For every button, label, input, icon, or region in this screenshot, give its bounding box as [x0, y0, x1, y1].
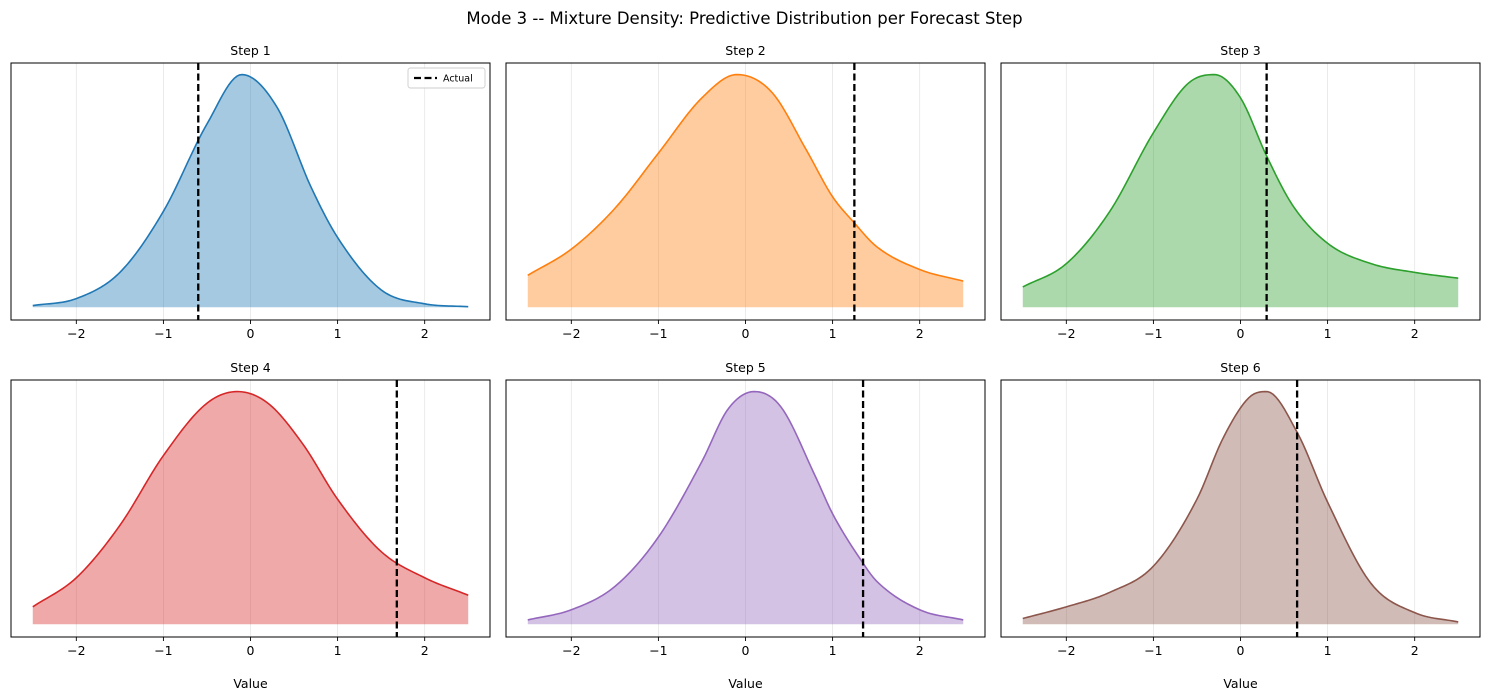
x-tick-label: 2	[1411, 643, 1419, 658]
x-tick-label: 2	[916, 643, 924, 658]
density-fill-step-3	[1022, 74, 1459, 308]
x-axis-label: Value	[1223, 676, 1258, 691]
x-tick-label: 1	[829, 643, 837, 658]
density-fill-step-6	[1022, 391, 1459, 625]
legend-box	[407, 67, 486, 89]
density-curve-step-2	[527, 73, 964, 282]
x-tick-label: 1	[334, 643, 342, 658]
density-fill-step-4	[32, 391, 469, 625]
figure-suptitle: Mode 3 -- Mixture Density: Predictive Di…	[466, 9, 1022, 28]
panel-title-step-6: Step 6	[1220, 360, 1260, 375]
x-tick-label: 0	[1237, 326, 1245, 341]
density-curve-step-1	[32, 73, 469, 308]
chart-panel-step-2: −2 −1 0 1 2 Step 2	[505, 43, 986, 341]
x-tick-label: −1	[1144, 326, 1162, 341]
density-curve-step-6	[1022, 390, 1459, 623]
chart-panel-step-1: −2 −1 0 1 2 Step 1 Actual	[10, 43, 491, 341]
panel-title-step-5: Step 5	[725, 360, 765, 375]
density-fill-step-2	[527, 74, 964, 308]
chart-panel-step-4: −2 −1 0 1 2 Step 4 Value	[10, 360, 491, 691]
x-tick-label: −1	[649, 643, 667, 658]
chart-panel-step-3: −2 −1 0 1 2 Step 3	[1000, 43, 1481, 341]
density-curve-step-4	[32, 390, 469, 608]
panels-container: −2 −1 0 1 2 Step 1 Actual −2 −1 0 1 2 Step 2 −2 −1 0 1 2 S…	[10, 43, 1481, 691]
density-fill-step-1	[32, 74, 469, 308]
x-tick-label: 0	[742, 643, 750, 658]
panel-title-step-2: Step 2	[725, 43, 765, 58]
x-tick-label: −1	[154, 326, 172, 341]
x-tick-label: −1	[154, 643, 172, 658]
x-tick-label: 1	[829, 326, 837, 341]
x-axis-label: Value	[233, 676, 268, 691]
x-tick-label: −1	[649, 326, 667, 341]
x-tick-label: −2	[1057, 643, 1075, 658]
chart-panel-step-6: −2 −1 0 1 2 Step 6 Value	[1000, 360, 1481, 691]
legend-actual-label: Actual	[443, 74, 473, 85]
x-tick-label: 2	[421, 326, 429, 341]
x-tick-label: −2	[562, 326, 580, 341]
x-tick-label: 0	[247, 326, 255, 341]
density-curve-step-3	[1022, 73, 1459, 288]
x-tick-label: 0	[742, 326, 750, 341]
x-tick-label: 2	[1411, 326, 1419, 341]
x-axis-label: Value	[728, 676, 763, 691]
x-tick-label: −2	[562, 643, 580, 658]
x-tick-label: 0	[247, 643, 255, 658]
x-tick-label: −2	[1057, 326, 1075, 341]
x-tick-label: 1	[1324, 326, 1332, 341]
panel-title-step-4: Step 4	[230, 360, 270, 375]
x-tick-label: −2	[67, 643, 85, 658]
x-tick-label: −1	[1144, 643, 1162, 658]
x-tick-label: 1	[334, 326, 342, 341]
x-tick-label: 1	[1324, 643, 1332, 658]
x-tick-label: 0	[1237, 643, 1245, 658]
x-tick-label: −2	[67, 326, 85, 341]
x-tick-label: 2	[421, 643, 429, 658]
density-curve-step-5	[527, 390, 964, 621]
chart-panel-step-5: −2 −1 0 1 2 Step 5 Value	[505, 360, 986, 691]
x-tick-label: 2	[916, 326, 924, 341]
density-fill-step-5	[527, 391, 964, 625]
panel-title-step-3: Step 3	[1220, 43, 1260, 58]
panel-title-step-1: Step 1	[230, 43, 270, 58]
